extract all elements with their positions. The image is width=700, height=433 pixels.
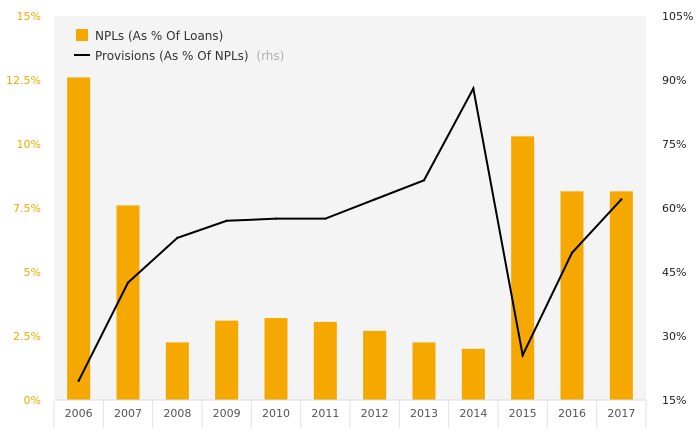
bar-2013 [412,342,436,400]
line-point-2009 [225,219,228,222]
y-left-tick-label: 12.5% [6,74,41,87]
line-point-2012 [373,198,376,201]
bar-2006 [67,77,91,400]
bar-2009 [215,320,239,400]
y-left-tick-label: 10% [17,138,41,151]
line-point-2011 [324,217,327,220]
y-left-tick-label: 2.5% [13,330,41,343]
y-right-tick-label: 15% [662,394,686,407]
provisions-line [77,85,623,382]
provisions-line-layer [77,85,623,382]
bar-2011 [313,321,337,400]
x-tick-label-2008: 2008 [163,407,191,420]
line-point-2017 [620,198,623,201]
line-point-2007 [126,281,130,284]
bar-2007 [116,205,140,400]
y-right-tick-label: 105% [662,10,693,23]
legend-label-npls: NPLs (As % Of Loans) [95,29,223,43]
y-right-tick-label: 45% [662,266,686,279]
x-tick-label-2010: 2010 [262,407,290,420]
line-point-2015 [521,354,524,357]
bar-2016 [560,191,584,400]
y-right-tick-label: 75% [662,138,686,151]
bar-2015 [511,136,535,400]
y-right-tick-label: 90% [662,74,686,87]
bar-2017 [609,191,633,400]
y-left-tick-label: 5% [24,266,41,279]
x-tick-label-2014: 2014 [459,407,487,420]
x-axis: 2006 2007 2008 2009 2010 2011 2012 2013 2014 2015… [53,399,647,428]
y-right-tick-label: 30% [662,330,686,343]
legend: NPLs (As % Of Loans) Provisions (As % Of… [74,29,284,63]
x-tick-label-2009: 2009 [213,407,241,420]
y-left-tick-label: 15% [17,10,41,23]
bar-2014 [461,348,485,400]
y-right-tick-label: 60% [662,202,686,215]
line-point-2010 [274,217,278,220]
y-axis-left: 0% 2.5% 5% 7.5% 10% 12.5% 15% [6,10,41,407]
x-tick-label-2012: 2012 [361,407,389,420]
y-axis-right: 15% 30% 45% 60% 75% 90% 105% [662,10,693,407]
x-tick-label-2011: 2011 [311,407,339,420]
y-left-tick-label: 7.5% [13,202,41,215]
line-point-2006 [77,379,80,382]
legend-label-provisions-text: Provisions (As % Of NPLs) [95,49,249,63]
bar-2012 [363,330,387,400]
legend-bar-swatch [76,29,88,41]
x-tick-label-2016: 2016 [558,407,586,420]
line-point-2013 [422,179,426,182]
bar-2008 [165,342,189,400]
y-left-tick-label: 0% [24,394,41,407]
line-point-2016 [570,251,574,254]
x-tick-label-2006: 2006 [65,407,93,420]
legend-label-provisions-suffix: (rhs) [256,49,284,63]
x-tick-label-2017: 2017 [607,407,635,420]
x-tick-label-2013: 2013 [410,407,438,420]
line-point-2008 [176,236,179,240]
x-tick-label-2015: 2015 [509,407,537,420]
x-tick-label-2007: 2007 [114,407,142,420]
npl-bars [67,77,633,400]
bar-2010 [264,318,288,400]
line-point-2014 [472,87,475,90]
legend-label-provisions: Provisions (As % Of NPLs) (rhs) [95,49,284,63]
